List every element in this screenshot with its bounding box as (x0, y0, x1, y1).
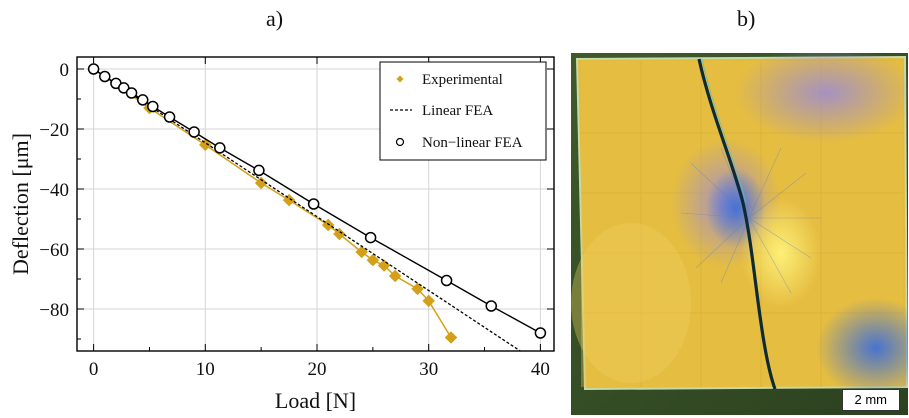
y-axis-title: Deflection [μm] (8, 133, 33, 275)
point-experimental (366, 253, 380, 267)
point-nonlinear-fea (440, 274, 453, 287)
panel-b-label: b) (737, 6, 756, 31)
point-nonlinear-fea (188, 126, 200, 138)
x-tick-label: 0 (89, 359, 99, 380)
y-tick-label: −60 (39, 240, 69, 261)
point-experimental (444, 331, 458, 344)
point-nonlinear-fea (534, 327, 547, 339)
panel-a-label: a) (266, 6, 284, 31)
x-tick-label: 30 (419, 359, 438, 380)
legend-marker-nonlinear-fea (395, 137, 405, 147)
point-experimental (355, 245, 369, 259)
point-nonlinear-fea (99, 70, 111, 83)
point-experimental (388, 269, 402, 283)
plot-frame (76, 56, 555, 352)
scale-bar: 2 mm (841, 389, 900, 411)
point-nonlinear-fea (87, 63, 100, 75)
y-tick-label: −80 (39, 300, 69, 321)
point-nonlinear-fea (136, 94, 149, 106)
legend-label: Experimental (422, 72, 503, 88)
legend-marker-experimental (396, 75, 404, 83)
y-tick-label: 0 (60, 60, 70, 81)
point-nonlinear-fea (125, 87, 138, 99)
point-nonlinear-fea (163, 111, 176, 123)
photo-image (571, 53, 908, 415)
point-experimental (422, 294, 436, 308)
legend-label: Non−linear FEA (422, 135, 523, 151)
point-nonlinear-fea (214, 142, 226, 154)
x-tick-label: 40 (531, 359, 550, 380)
point-experimental (198, 138, 212, 152)
x-tick-label: 10 (196, 359, 215, 380)
point-experimental (332, 227, 346, 241)
point-experimental (282, 193, 296, 207)
point-nonlinear-fea (485, 300, 498, 312)
x-tick-label: 20 (308, 359, 327, 380)
point-experimental (254, 176, 268, 190)
point-nonlinear-fea (307, 198, 320, 210)
y-tick-label: −40 (39, 180, 69, 201)
point-experimental (411, 282, 424, 296)
crack-photograph: 2 mm (571, 53, 908, 415)
point-nonlinear-fea (147, 100, 159, 113)
point-nonlinear-fea (118, 82, 130, 94)
point-nonlinear-fea (253, 164, 265, 177)
point-nonlinear-fea (364, 231, 377, 244)
y-tick-label: −20 (39, 120, 69, 141)
legend-label: Linear FEA (422, 103, 493, 119)
x-axis-title: Load [N] (275, 388, 356, 413)
legend-box (379, 61, 547, 161)
